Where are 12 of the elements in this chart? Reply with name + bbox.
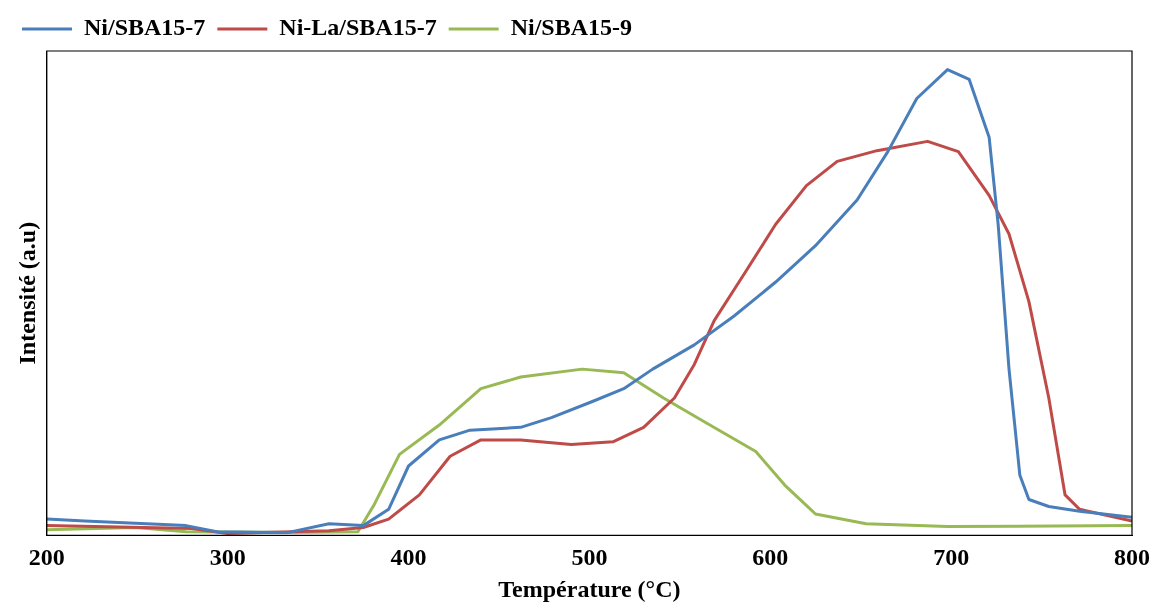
x-tick-label: 700 — [933, 544, 970, 570]
x-tick-label: 800 — [1114, 544, 1150, 570]
x-tick-label: 300 — [209, 544, 246, 570]
x-tick-label: 500 — [571, 544, 608, 570]
legend-label: Ni-La/SBA15-7 — [279, 14, 437, 41]
x-axis-title: Température (°C) — [498, 575, 681, 602]
x-tick-label: 200 — [28, 544, 65, 570]
x-tick-label: 600 — [752, 544, 789, 570]
y-axis-title: Intensité (a.u) — [13, 221, 40, 365]
legend-label: Ni/SBA15-7 — [84, 14, 206, 41]
x-tick-label: 400 — [390, 544, 427, 570]
legend-label: Ni/SBA15-9 — [510, 14, 633, 41]
